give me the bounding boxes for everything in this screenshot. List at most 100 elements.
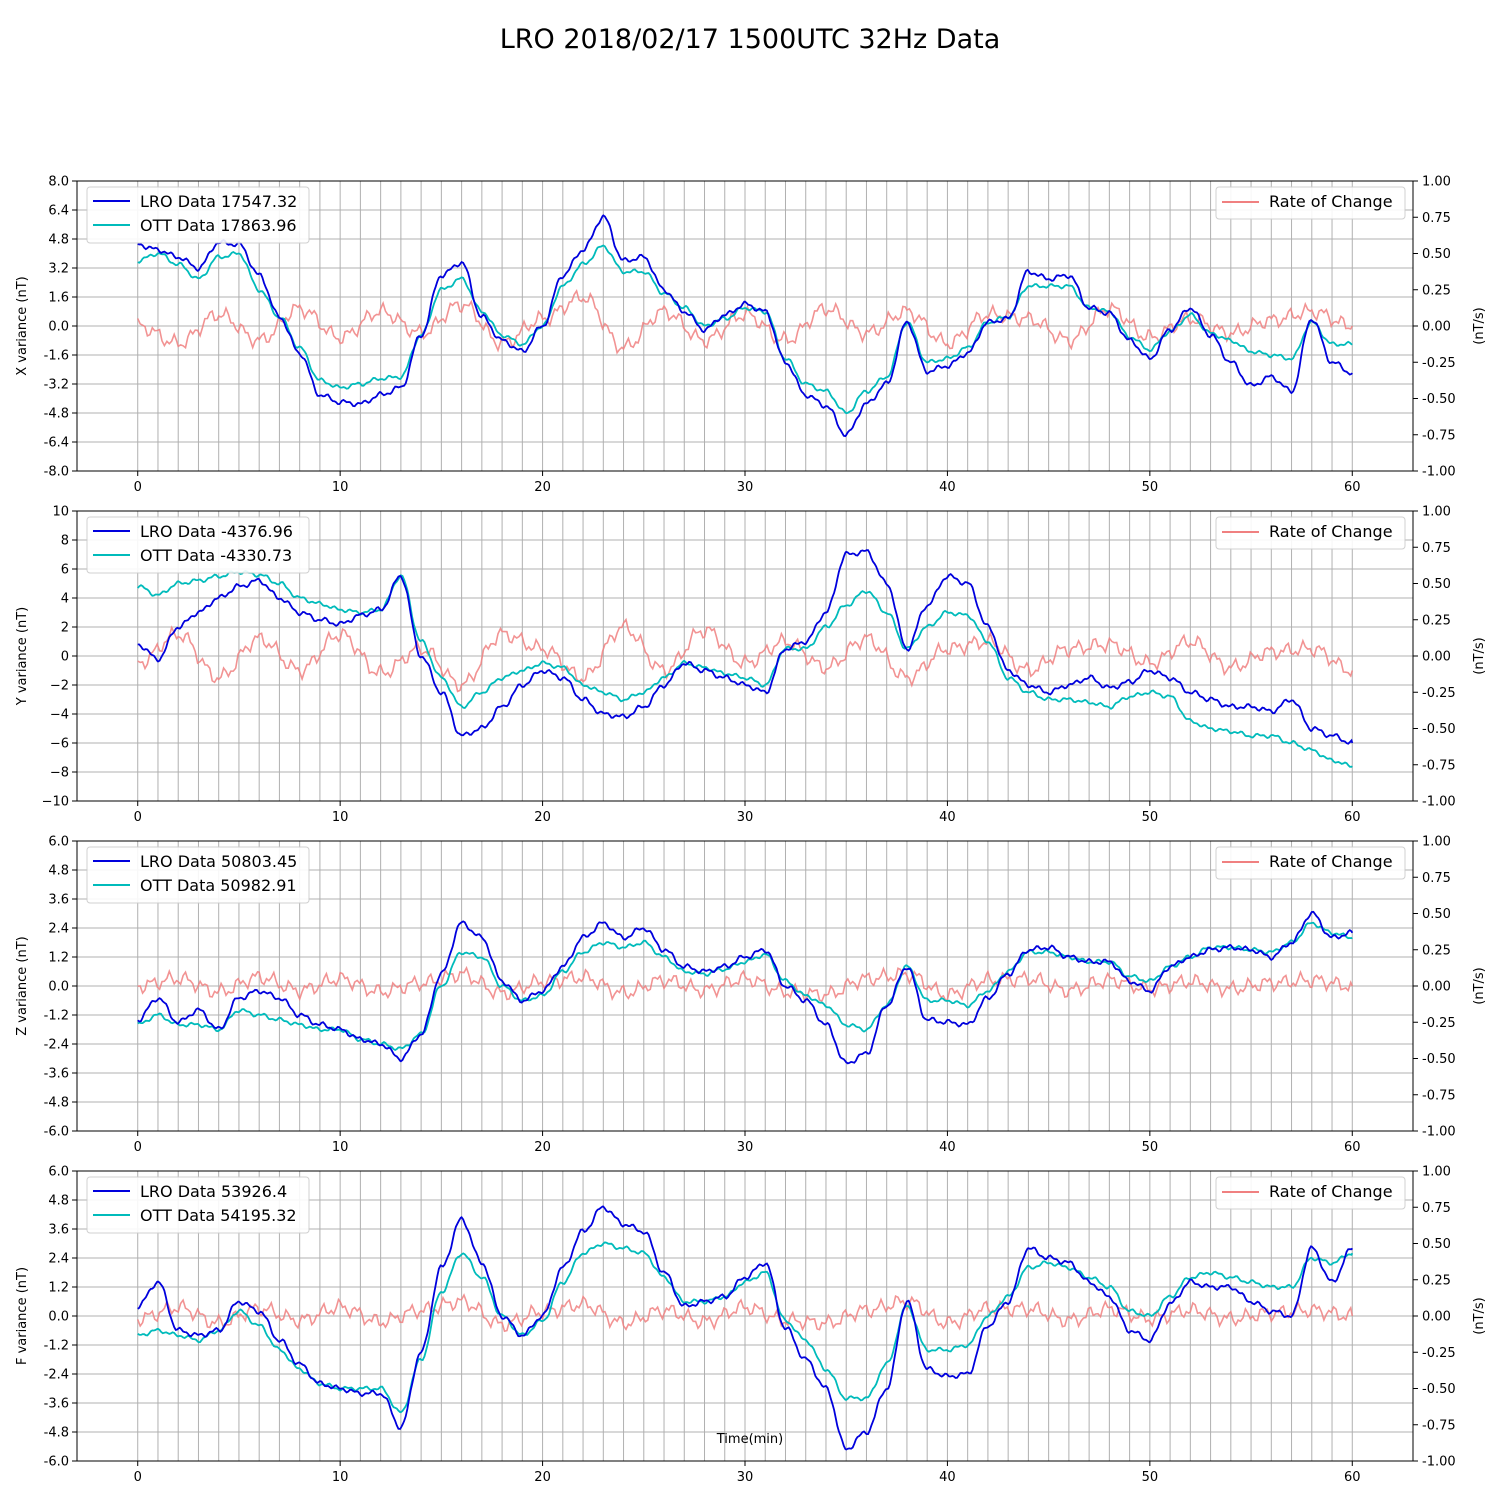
legend-label-rate: Rate of Change [1269,522,1393,541]
y-tick-label: 4.8 [48,1194,69,1209]
plot-frame [76,1170,1414,1462]
y-tick-label: 0 [61,650,69,665]
x-tick-label: 40 [939,1140,956,1155]
series-ott [137,921,1353,1052]
plot-frame [76,510,1414,802]
legend-label-ott: OTT Data -4330.73 [140,546,292,565]
x-tick-label: 10 [332,480,349,495]
y-tick-label: −4 [50,708,69,723]
right-y-tick-label: 1.00 [1422,1165,1451,1180]
right-y-axis-label: (nT/s) [1472,1297,1487,1334]
series-ott [137,244,1353,415]
right-y-tick-label: 0.75 [1422,541,1451,556]
right-y-tick-label: -0.50 [1422,1382,1456,1397]
y-tick-label: 0.0 [48,980,69,995]
x-tick-label: 0 [134,810,142,825]
y-tick-label: -4.8 [44,407,69,422]
y-tick-label: 0.0 [48,320,69,335]
y-tick-label: −8 [50,766,69,781]
y-tick-label: -4.8 [44,1426,69,1441]
y-tick-label: 4.8 [48,233,69,248]
right-y-tick-label: -1.00 [1422,795,1456,810]
right-y-tick-label: 0.00 [1422,980,1451,995]
y-axis-label: Z variance (nT) [15,936,30,1035]
series-rate-of-change [137,965,1354,1004]
y-tick-label: 4 [61,592,69,607]
x-tick-label: 10 [332,1470,349,1485]
legend-box [1215,516,1406,550]
legend-label-ott: OTT Data 54195.32 [140,1206,297,1225]
right-y-tick-label: -0.75 [1422,1088,1456,1103]
right-y-tick-label: 0.25 [1422,613,1451,628]
x-tick-label: 40 [939,810,956,825]
legend-left: LRO Data 17547.32 OTT Data 17863.96 [86,186,310,244]
right-y-tick-label: -1.00 [1422,465,1456,480]
legend-label-rate: Rate of Change [1269,192,1393,211]
x-tick-label: 20 [534,1140,551,1155]
legend-box [86,1176,310,1234]
legend-left: LRO Data 53926.4 OTT Data 54195.32 [86,1176,310,1234]
right-y-tick-label: -1.00 [1422,1125,1456,1140]
legend-left: LRO Data 50803.45 OTT Data 50982.91 [86,846,310,904]
right-y-tick-label: -0.25 [1422,686,1456,701]
series-lro [137,214,1353,438]
x-tick-label: 10 [332,1140,349,1155]
x-tick-label: 30 [737,1470,754,1485]
y-tick-label: -6.0 [44,1455,69,1470]
x-tick-label: 30 [737,1140,754,1155]
right-y-tick-label: 0.25 [1422,283,1451,298]
right-y-tick-label: 0.00 [1422,320,1451,335]
x-axis-label: Time(min) [716,1432,784,1447]
x-tick-label: 20 [534,480,551,495]
right-y-tick-label: 0.50 [1422,577,1451,592]
y-tick-label: -1.2 [44,1009,69,1024]
legend-label-ott: OTT Data 50982.91 [140,876,297,895]
y-tick-label: 1.2 [48,951,69,966]
y-tick-label: -3.2 [44,378,69,393]
series-rate-of-change [136,288,1354,355]
right-y-tick-label: 0.75 [1422,1201,1451,1216]
series-lro [137,910,1354,1065]
series-rate-of-change [136,1293,1354,1333]
right-y-tick-label: 0.50 [1422,247,1451,262]
right-y-tick-label: 0.25 [1422,1273,1451,1288]
y-tick-label: 2.4 [48,1252,69,1267]
legend-label-rate: Rate of Change [1269,1182,1393,1201]
series-ott [137,569,1353,768]
right-y-tick-label: 0.25 [1422,943,1451,958]
y-tick-label: 6.4 [48,204,69,219]
x-tick-label: 60 [1344,1140,1361,1155]
y-tick-label: -1.6 [44,349,69,364]
y-tick-label: −10 [42,795,69,810]
y-tick-label: 1.6 [48,291,69,306]
y-tick-label: 6 [61,563,69,578]
y-tick-label: 3.6 [48,1223,69,1238]
y-tick-label: 6.0 [48,1165,69,1180]
series-lro [137,549,1354,745]
y-tick-label: 6.0 [48,835,69,850]
legend-box [1215,846,1406,880]
panel-f: 6.0 4.8 3.6 2.4 1.2 0.0 -1.2 -2.4 -3.6 -4.8 -6.0 1.… [15,1165,1487,1486]
legend-label-lro: LRO Data -4376.96 [140,522,293,541]
right-y-tick-label: -0.25 [1422,1346,1456,1361]
y-tick-label: -6.0 [44,1125,69,1140]
y-tick-label: 8 [61,534,69,549]
y-axis-label: X variance (nT) [15,276,30,375]
x-tick-label: 20 [534,810,551,825]
x-tick-label: 50 [1142,810,1159,825]
legend-label-lro: LRO Data 50803.45 [140,852,297,871]
panel-x: 8.0 6.4 4.8 3.2 1.6 0.0 -1.6 -3.2 -4.8 -6.4 -8.0 1.… [15,175,1487,496]
series-lro [137,1205,1354,1451]
x-tick-label: 0 [134,480,142,495]
plot-frame [76,180,1414,472]
y-tick-label: 4.8 [48,864,69,879]
x-tick-label: 40 [939,1470,956,1485]
y-tick-label: −6 [50,737,69,752]
y-tick-label: −2 [50,679,69,694]
legend-box [86,846,310,904]
legend-label-ott: OTT Data 17863.96 [140,216,297,235]
y-tick-label: 2 [61,621,69,636]
y-tick-label: 0.0 [48,1310,69,1325]
y-tick-label: 3.2 [48,262,69,277]
